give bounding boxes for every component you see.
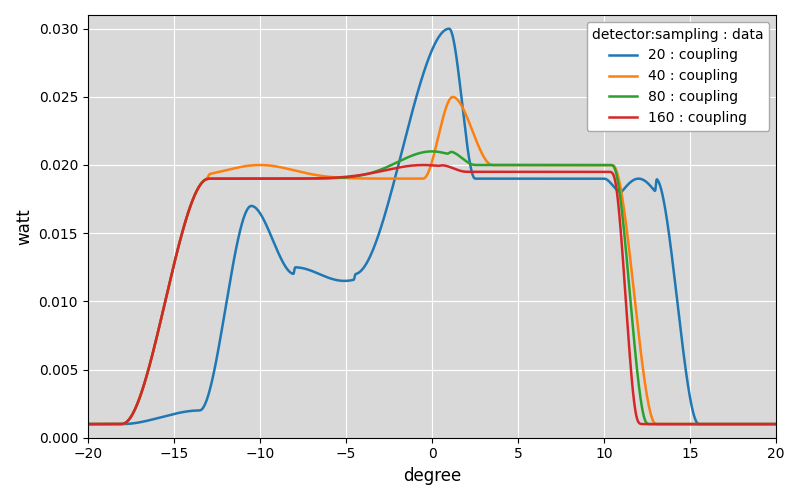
80 : coupling: (-20, 0.001): coupling: (-20, 0.001) <box>83 421 93 427</box>
160 : coupling: (14.9, 0.001): coupling: (14.9, 0.001) <box>684 421 694 427</box>
160 : coupling: (20, 0.001): coupling: (20, 0.001) <box>771 421 781 427</box>
160 : coupling: (-4.66, 0.0192): coupling: (-4.66, 0.0192) <box>347 173 357 179</box>
Line: 160 : coupling: 160 : coupling <box>88 165 776 424</box>
Line: 20 : coupling: 20 : coupling <box>88 28 776 424</box>
20 : coupling: (-13.1, 0.00286): coupling: (-13.1, 0.00286) <box>202 396 212 402</box>
40 : coupling: (-13.1, 0.019): coupling: (-13.1, 0.019) <box>202 175 212 181</box>
80 : coupling: (14.9, 0.001): coupling: (14.9, 0.001) <box>684 421 694 427</box>
Line: 80 : coupling: 80 : coupling <box>88 152 776 424</box>
Y-axis label: watt: watt <box>15 208 33 244</box>
20 : coupling: (-20, 0.001): coupling: (-20, 0.001) <box>83 421 93 427</box>
160 : coupling: (-20, 0.001): coupling: (-20, 0.001) <box>83 421 93 427</box>
X-axis label: degree: degree <box>403 467 461 485</box>
Legend: 20 : coupling, 40 : coupling, 80 : coupling, 160 : coupling: 20 : coupling, 40 : coupling, 80 : coupl… <box>586 22 770 131</box>
160 : coupling: (-15.4, 0.0103): coupling: (-15.4, 0.0103) <box>162 294 171 300</box>
20 : coupling: (0.98, 0.03): coupling: (0.98, 0.03) <box>444 26 454 32</box>
160 : coupling: (19.2, 0.001): coupling: (19.2, 0.001) <box>758 421 768 427</box>
20 : coupling: (-2.93, 0.0156): coupling: (-2.93, 0.0156) <box>377 222 386 228</box>
20 : coupling: (20, 0.001): coupling: (20, 0.001) <box>771 421 781 427</box>
20 : coupling: (14.9, 0.00347): coupling: (14.9, 0.00347) <box>684 388 694 394</box>
80 : coupling: (-15.4, 0.0103): coupling: (-15.4, 0.0103) <box>162 294 171 300</box>
160 : coupling: (-0.5, 0.02): coupling: (-0.5, 0.02) <box>418 162 428 168</box>
160 : coupling: (-2.93, 0.0196): coupling: (-2.93, 0.0196) <box>377 168 386 174</box>
40 : coupling: (20, 0.001): coupling: (20, 0.001) <box>771 421 781 427</box>
80 : coupling: (19.2, 0.001): coupling: (19.2, 0.001) <box>758 421 768 427</box>
80 : coupling: (-2.93, 0.0197): coupling: (-2.93, 0.0197) <box>377 166 386 172</box>
40 : coupling: (-15.4, 0.0103): coupling: (-15.4, 0.0103) <box>162 294 171 300</box>
20 : coupling: (19.2, 0.001): coupling: (19.2, 0.001) <box>758 421 768 427</box>
40 : coupling: (19.2, 0.001): coupling: (19.2, 0.001) <box>758 421 768 427</box>
40 : coupling: (14.9, 0.001): coupling: (14.9, 0.001) <box>684 421 694 427</box>
160 : coupling: (-13.1, 0.019): coupling: (-13.1, 0.019) <box>202 176 212 182</box>
20 : coupling: (-4.66, 0.0116): coupling: (-4.66, 0.0116) <box>347 277 357 283</box>
80 : coupling: (20, 0.001): coupling: (20, 0.001) <box>771 421 781 427</box>
40 : coupling: (-20, 0.001): coupling: (-20, 0.001) <box>83 421 93 427</box>
40 : coupling: (1.22, 0.025): coupling: (1.22, 0.025) <box>448 94 458 100</box>
40 : coupling: (-2.93, 0.019): coupling: (-2.93, 0.019) <box>377 176 386 182</box>
80 : coupling: (-0.00667, 0.021): coupling: (-0.00667, 0.021) <box>427 148 437 154</box>
20 : coupling: (-15.4, 0.0016): coupling: (-15.4, 0.0016) <box>162 413 171 419</box>
Line: 40 : coupling: 40 : coupling <box>88 97 776 424</box>
40 : coupling: (-4.66, 0.019): coupling: (-4.66, 0.019) <box>347 175 357 181</box>
80 : coupling: (-13.1, 0.019): coupling: (-13.1, 0.019) <box>202 176 212 182</box>
80 : coupling: (-4.66, 0.0191): coupling: (-4.66, 0.0191) <box>347 174 357 180</box>
